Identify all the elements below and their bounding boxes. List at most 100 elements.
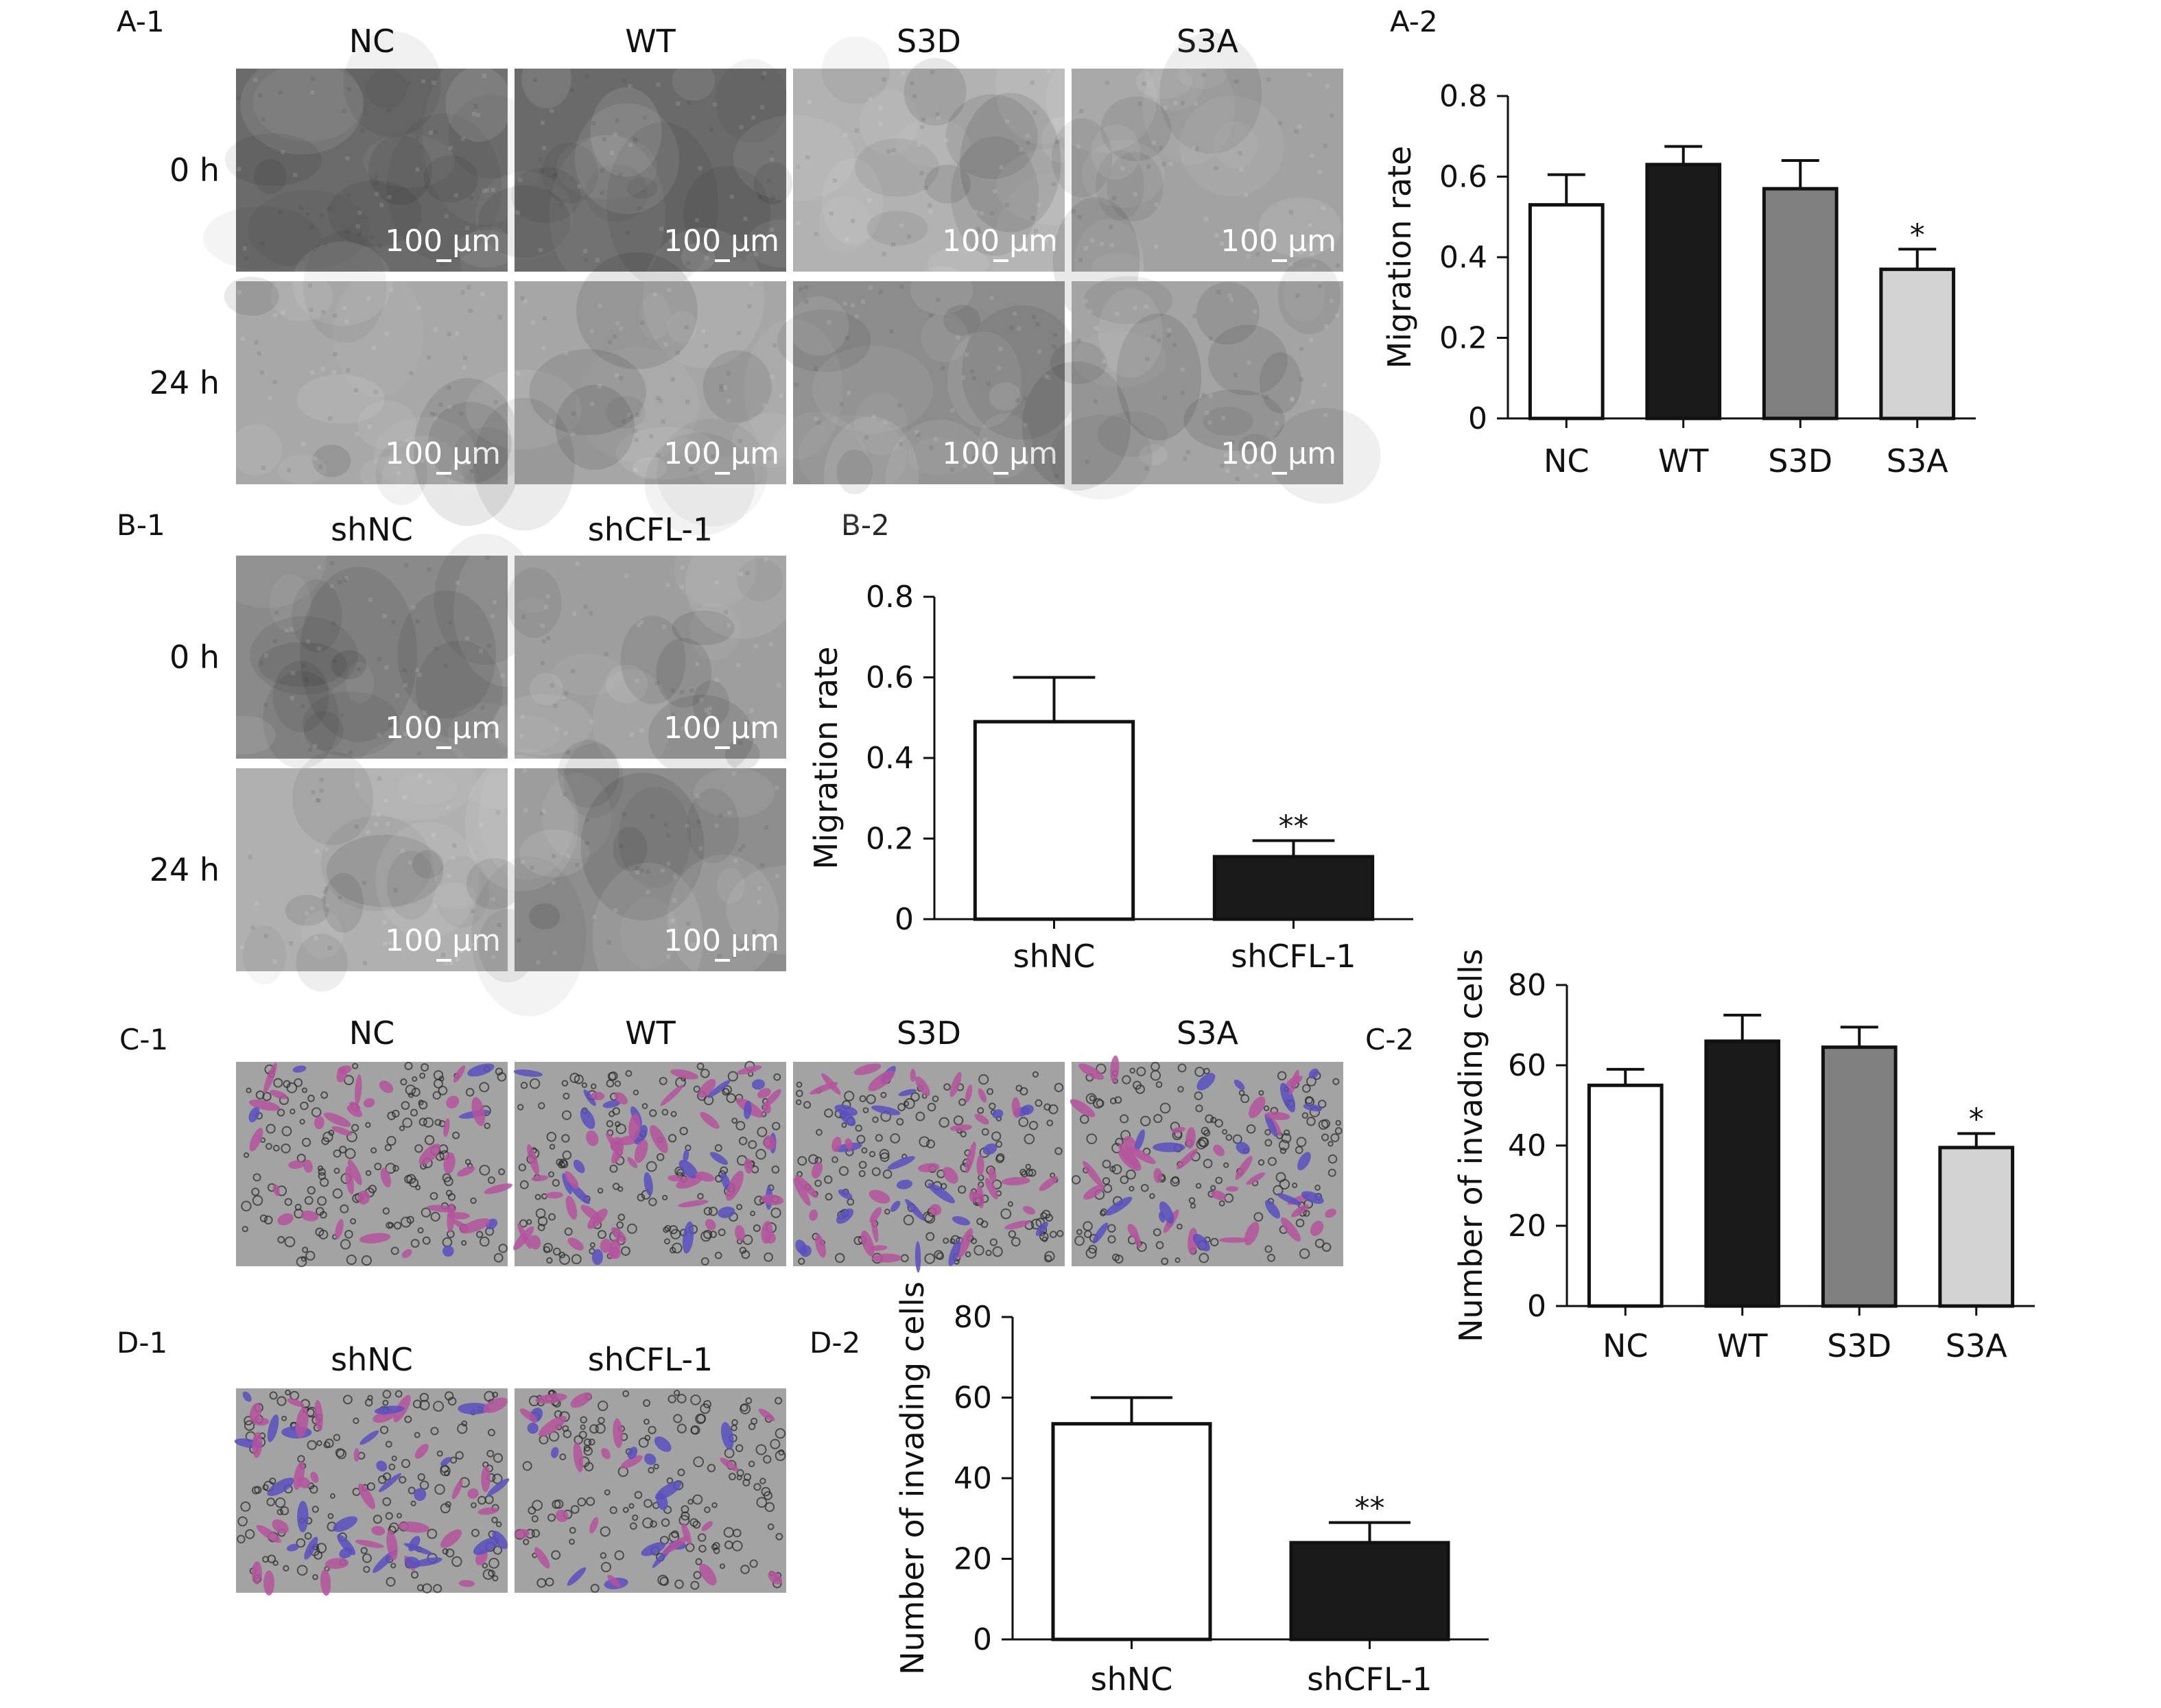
bar [1704, 1039, 1781, 1308]
y-tick-label: 0 [1468, 401, 1487, 436]
column-label: NC [349, 1015, 395, 1052]
transwell-image [234, 1388, 510, 1596]
bar [1938, 1146, 2015, 1308]
column-label: WT [625, 1015, 676, 1052]
column-label: shNC [331, 1341, 413, 1378]
column-label: S3D [897, 1015, 961, 1052]
scale-bar-label: 100 μm [385, 711, 501, 746]
x-tick-label: NC [1544, 442, 1590, 479]
significance-marker: ** [1355, 1491, 1385, 1526]
panel-label-d2: D-2 [810, 1326, 860, 1360]
wound-healing-grid-b1: shNC shCFL-1 0 h 100 μm 100 μm 24 h 100 μm 100 … [150, 510, 846, 1017]
y-tick-label: 60 [1508, 1048, 1546, 1083]
scale-bar-label: 100 μm [385, 224, 501, 259]
micrograph-image: 100 μm [224, 230, 521, 532]
scale-bar [436, 259, 451, 262]
micrograph-image: 100 μm [236, 737, 536, 992]
y-axis-title: Number of invading cells [1452, 949, 1489, 1342]
micrograph-image: 100 μm [744, 266, 1083, 556]
bar-chart-d2: 0 20 40 60 80 Number of invading cells shNC shC… [894, 1281, 1489, 1698]
scale-bar [715, 959, 730, 962]
y-tick-label: 80 [1508, 968, 1546, 1003]
panel-label-b1: B-1 [117, 508, 165, 542]
y-tick-label: 0.2 [866, 822, 914, 857]
micrograph-image: 100 μm [492, 527, 800, 778]
scale-bar [1272, 472, 1287, 475]
row-label: 0 h [169, 152, 220, 189]
column-label: shCFL-1 [588, 511, 713, 548]
bar [973, 720, 1135, 921]
scale-bar [436, 959, 451, 962]
transwell-image [236, 1061, 513, 1268]
micrograph-image: 100 μm [1022, 258, 1381, 504]
panel-label-c1: C-1 [119, 1023, 168, 1056]
scale-bar [436, 472, 451, 475]
scale-bar [715, 259, 730, 262]
y-tick-label: 0.6 [866, 661, 914, 696]
row-label: 24 h [150, 364, 220, 401]
scale-bar-label: 100 μm [1220, 224, 1336, 259]
x-tick-label: S3A [1946, 1327, 2007, 1364]
scale-bar-label: 100 μm [663, 923, 779, 958]
bar-chart-c2: 0 20 40 60 80 Number of invading cells NC WT S3D… [1452, 949, 2035, 1364]
panel-label-c2: C-2 [1365, 1023, 1414, 1056]
row-label: 0 h [169, 639, 220, 676]
transwell-image [1070, 1055, 1343, 1266]
bar [1762, 187, 1839, 420]
scale-bar-label: 100 μm [385, 436, 501, 471]
column-label: shCFL-1 [588, 1341, 713, 1378]
micrograph-image: 100 μm [464, 739, 846, 1017]
x-tick-label: S3A [1887, 442, 1948, 479]
y-tick-label: 40 [954, 1461, 992, 1496]
significance-marker: ** [1279, 809, 1309, 844]
scale-bar [436, 746, 451, 749]
micrograph-image: 100 μm [733, 27, 1113, 334]
bar [1879, 268, 1956, 420]
scale-bar-label: 100 μm [663, 224, 779, 259]
column-label: S3A [1177, 23, 1238, 60]
scale-bar [993, 472, 1008, 475]
panel-label-a1: A-1 [117, 5, 165, 38]
x-tick-label: shCFL-1 [1231, 938, 1356, 975]
wound-healing-grid-a1: NC WT S3D S3A 0 h 100 μm 100 μm 100 μm 100 μm 24 … [150, 23, 1381, 556]
row-label: 24 h [150, 851, 220, 888]
y-axis-title: Migration rate [807, 647, 845, 870]
column-label: NC [349, 23, 395, 60]
y-tick-label: 20 [954, 1542, 992, 1577]
micrograph-image: 100 μm [206, 510, 559, 769]
x-tick-label: S3D [1768, 442, 1832, 479]
scale-bar [715, 746, 730, 749]
scale-bar [1272, 259, 1287, 262]
bar [1587, 1083, 1664, 1308]
y-tick-label: 0 [1527, 1289, 1546, 1324]
y-tick-label: 40 [1508, 1128, 1546, 1163]
scale-bar-label: 100 μm [942, 224, 1058, 259]
transwell-image [793, 1062, 1065, 1273]
y-tick-label: 20 [1508, 1209, 1546, 1244]
significance-marker: * [1910, 217, 1925, 252]
bar-chart-b2: 0 0.2 0.4 0.6 0.8 Migration rate shNC shCFL-1 ** [807, 580, 1413, 975]
panel-label-a2: A-2 [1390, 5, 1438, 38]
bar [1821, 1045, 1898, 1308]
transwell-grid-d1: shNC shCFL-1 [234, 1341, 786, 1596]
significance-marker: * [1969, 1102, 1984, 1137]
y-tick-label: 0.6 [1439, 160, 1487, 195]
panel-label-d1: D-1 [117, 1326, 167, 1360]
y-tick-label: 0.4 [1439, 240, 1487, 275]
scale-bar-label: 100 μm [1220, 436, 1336, 471]
y-tick-label: 0.2 [1439, 321, 1487, 356]
scale-bar-label: 100 μm [385, 923, 501, 958]
bar [1289, 1541, 1450, 1641]
bar [1212, 855, 1375, 921]
micrograph-image: 100 μm [465, 227, 810, 536]
x-tick-label: NC [1603, 1327, 1649, 1364]
x-tick-label: shNC [1013, 938, 1096, 975]
x-tick-label: S3D [1827, 1327, 1891, 1364]
y-tick-label: 80 [954, 1300, 992, 1335]
scale-bar-label: 100 μm [942, 436, 1058, 471]
x-tick-label: shCFL-1 [1307, 1661, 1432, 1698]
y-axis-title: Number of invading cells [894, 1281, 931, 1675]
micrograph-image: 100 μm [202, 31, 545, 291]
x-tick-label: WT [1658, 442, 1709, 479]
